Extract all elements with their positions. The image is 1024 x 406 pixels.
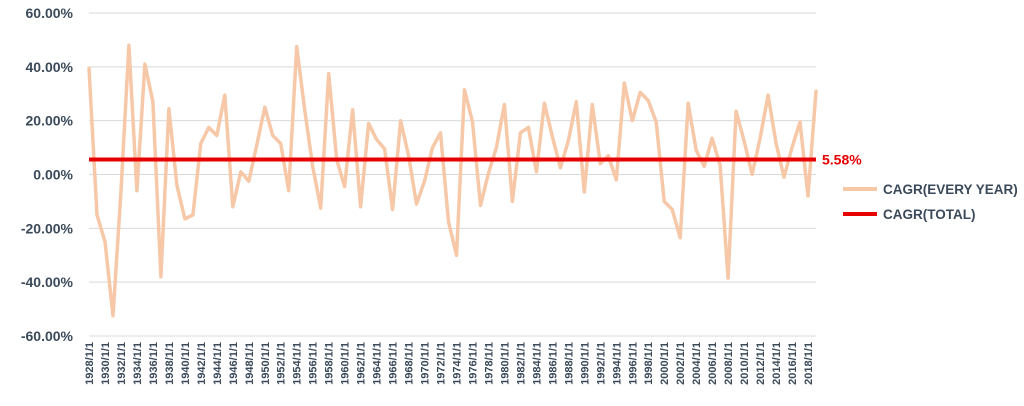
y-axis-ticks: 60.00% 40.00% 20.00% 0.00% -20.00% -40.00% -60… [21,5,74,344]
legend-label-cagr-total: CAGR(TOTAL) [883,207,975,222]
x-tick-label: 1972/1/1 [436,342,448,385]
series-line-cagr-every-year [87,43,818,318]
x-tick-label: 1928/1/1 [84,342,96,385]
y-tick-label: 40.00% [26,59,74,75]
x-tick-label: 1966/1/1 [388,342,400,385]
x-axis-ticks: 1928/1/1 1930/1/1 1932/1/1 1934/1/1 1936/1/1… [84,342,815,385]
x-tick-label: 1976/1/1 [467,342,479,385]
x-tick-label: 1992/1/1 [595,342,607,385]
x-tick-label: 1952/1/1 [276,342,288,385]
x-tick-label: 1948/1/1 [244,342,256,385]
x-tick-label: 2014/1/1 [771,342,783,385]
x-tick-label: 1946/1/1 [228,342,240,385]
gridlines [89,12,816,337]
x-tick-label: 1978/1/1 [483,342,495,385]
x-tick-label: 2000/1/1 [659,342,671,385]
x-tick-label: 2004/1/1 [691,342,703,385]
y-tick-label: -40.00% [21,274,74,290]
y-tick-label: 60.00% [26,5,74,21]
x-tick-label: 1938/1/1 [164,342,176,385]
series-layer: 5.58% [87,43,862,318]
x-tick-label: 2006/1/1 [707,342,719,385]
x-tick-label: 1990/1/1 [579,342,591,385]
x-tick-label: 1980/1/1 [499,342,511,385]
x-tick-label: 1982/1/1 [515,342,527,385]
x-tick-label: 2002/1/1 [675,342,687,385]
x-tick-label: 1988/1/1 [563,342,575,385]
x-tick-label: 1986/1/1 [547,342,559,385]
x-tick-label: 1958/1/1 [324,342,336,385]
x-tick-label: 2016/1/1 [787,342,799,385]
x-tick-label: 2008/1/1 [723,342,735,385]
x-tick-label: 1954/1/1 [292,342,304,385]
x-tick-label: 1960/1/1 [340,342,352,385]
x-tick-label: 2012/1/1 [755,342,767,385]
x-tick-label: 1962/1/1 [356,342,368,385]
x-tick-label: 1936/1/1 [148,342,160,385]
legend-label-cagr-every-year: CAGR(EVERY YEAR) [883,182,1018,197]
x-tick-label: 2010/1/1 [739,342,751,385]
x-tick-label: 1998/1/1 [643,342,655,385]
x-tick-label: 1996/1/1 [627,342,639,385]
x-tick-label: 1994/1/1 [611,342,623,385]
x-tick-label: 1932/1/1 [116,342,128,385]
x-tick-label: 1950/1/1 [260,342,272,385]
x-tick-label: 1974/1/1 [451,342,463,385]
x-tick-label: 1964/1/1 [372,342,384,385]
y-tick-label: -20.00% [21,220,74,236]
y-tick-label: 20.00% [26,113,74,129]
x-tick-label: 1942/1/1 [196,342,208,385]
total-value-label: 5.58% [822,151,862,167]
x-tick-label: 1930/1/1 [100,342,112,385]
x-tick-label: 1940/1/1 [180,342,192,385]
y-tick-label: 0.00% [33,167,73,183]
x-tick-label: 1968/1/1 [404,342,416,385]
x-tick-label: 2018/1/1 [803,342,815,385]
legend: CAGR(EVERY YEAR) CAGR(TOTAL) [843,182,1018,222]
x-tick-label: 1984/1/1 [531,342,543,385]
x-tick-label: 1970/1/1 [420,342,432,385]
x-tick-label: 1944/1/1 [212,342,224,385]
x-tick-label: 1956/1/1 [308,342,320,385]
y-tick-label: -60.00% [21,328,74,344]
x-tick-label: 1934/1/1 [132,342,144,385]
